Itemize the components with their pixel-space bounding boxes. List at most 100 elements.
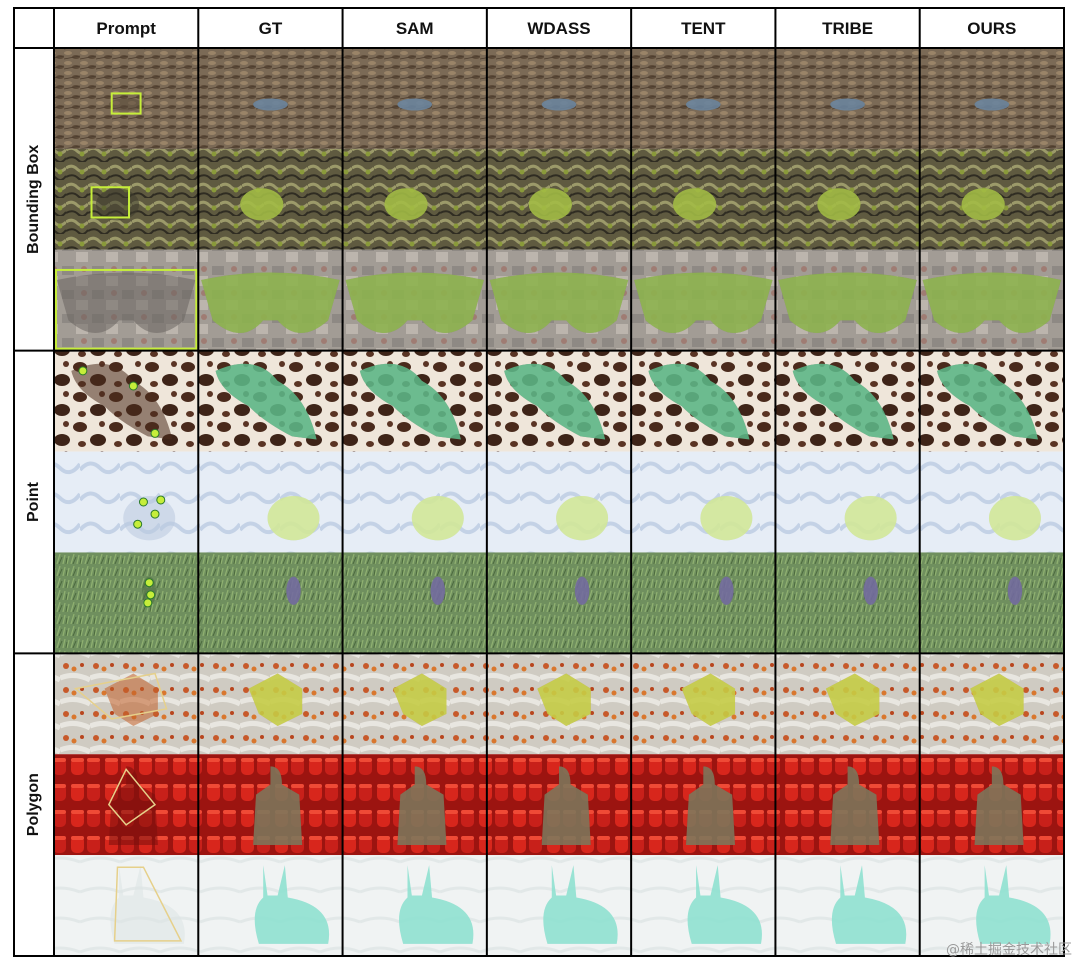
bounding-box-prompt — [90, 186, 131, 219]
cell-seal-pup-on-snow-gt — [198, 451, 343, 553]
scene-image — [198, 48, 343, 149]
cell-mossy-bark-ours — [919, 148, 1064, 250]
segmentation-mask — [937, 363, 1039, 440]
point-prompt — [144, 578, 154, 588]
scene-image — [342, 451, 487, 553]
segmentation-mask — [1007, 576, 1023, 605]
scene-image — [342, 552, 487, 654]
scene-image — [198, 552, 343, 654]
cell-red-theater-seats-tent — [631, 754, 776, 856]
point-prompt — [78, 366, 88, 376]
column-header-wdass: WDASS — [527, 19, 590, 38]
segmentation-mask — [685, 766, 736, 846]
cell-seagrass-field-ours — [919, 552, 1064, 654]
segmentation-mask — [685, 98, 721, 111]
cell-moth-on-stone-gt — [198, 249, 343, 351]
segmentation-mask — [922, 272, 1062, 334]
scene-image — [486, 552, 632, 654]
segmentation-mask — [648, 363, 750, 440]
scene-image — [775, 552, 920, 654]
cell-spider-on-flower-wdass — [486, 653, 632, 755]
segmentation-mask — [384, 188, 428, 221]
segmentation-mask — [830, 98, 865, 111]
cell-mossy-bark-tent — [631, 148, 776, 250]
point-prompt — [138, 497, 148, 507]
segmentation-mask — [825, 673, 880, 726]
cell-spider-on-flower-sam — [342, 653, 487, 755]
point-prompt — [128, 381, 138, 391]
cell-dry-leaf-litter-tent — [631, 48, 776, 149]
cell-spider-on-flower-gt — [198, 653, 343, 755]
scene-image — [919, 552, 1064, 654]
cell-seagrass-field-prompt — [54, 552, 199, 654]
prompt-overlay — [110, 92, 142, 115]
segmentation-mask — [974, 98, 1010, 111]
cell-white-hare-wdass — [486, 855, 632, 956]
cell-seal-pup-on-snow-sam — [342, 451, 487, 553]
column-header-ours: OURS — [967, 19, 1016, 38]
cell-mossy-bark-wdass — [486, 148, 632, 250]
cell-dry-leaf-litter-prompt — [54, 48, 199, 149]
scene-image — [486, 451, 632, 553]
segmentation-mask — [254, 865, 330, 944]
cell-mossy-bark-sam — [342, 148, 487, 250]
cell-red-theater-seats-prompt — [54, 754, 199, 856]
column-header-tent: TENT — [681, 19, 726, 38]
prompt-overlay — [133, 495, 166, 529]
subject — [108, 98, 144, 111]
segmentation-mask — [504, 363, 606, 440]
scene-image — [486, 48, 632, 149]
scene-image — [631, 451, 776, 553]
scene-image — [342, 48, 487, 149]
cell-white-hare-tent — [631, 855, 776, 956]
scene-image — [54, 552, 199, 654]
segmentation-mask — [700, 495, 753, 541]
cell-white-hare-ours — [919, 855, 1064, 956]
column-header-gt: GT — [259, 19, 283, 38]
segmentation-mask — [345, 272, 484, 334]
subject — [95, 188, 140, 221]
scene-image — [198, 451, 343, 553]
cell-moth-on-stone-wdass — [486, 249, 632, 351]
cell-white-hare-prompt — [54, 855, 199, 956]
cell-moth-on-stone-tribe — [775, 249, 920, 351]
cell-seagrass-field-gt — [198, 552, 343, 654]
scene-image — [54, 451, 199, 553]
scene-image — [54, 48, 199, 149]
cell-spider-on-flower-tribe — [775, 653, 920, 755]
segmentation-mask — [970, 673, 1024, 726]
segmentation-mask — [556, 495, 609, 541]
segmentation-mask — [778, 272, 917, 334]
segmentation-mask — [830, 766, 880, 846]
segmentation-mask — [528, 188, 572, 221]
cell-red-theater-seats-wdass — [486, 754, 632, 856]
scene-image — [631, 48, 776, 149]
table-frame — [13, 7, 1065, 957]
cell-mossy-bark-gt — [198, 148, 343, 250]
segmentation-mask — [634, 272, 773, 334]
cell-moth-on-stone-sam — [342, 249, 487, 351]
segmentation-mask — [988, 495, 1041, 541]
cell-cowhide-pattern-ours — [919, 350, 1064, 452]
cell-seagrass-field-tent — [631, 552, 776, 654]
segmentation-mask — [430, 576, 446, 605]
segmentation-mask — [399, 865, 474, 944]
cell-dry-leaf-litter-wdass — [486, 48, 632, 149]
bounding-box-prompt — [110, 92, 142, 115]
segmentation-mask — [397, 766, 447, 846]
prompt-overlay — [73, 672, 168, 720]
cell-mossy-bark-prompt — [54, 148, 199, 250]
cell-dry-leaf-litter-ours — [919, 48, 1064, 149]
cell-seal-pup-on-snow-tent — [631, 451, 776, 553]
cell-dry-leaf-litter-sam — [342, 48, 487, 149]
column-header-tribe: TRIBE — [822, 19, 873, 38]
segmentation-mask — [537, 673, 591, 726]
cell-red-theater-seats-tribe — [775, 754, 920, 856]
cell-red-theater-seats-ours — [919, 754, 1064, 856]
cell-cowhide-pattern-prompt — [54, 350, 199, 452]
cell-cowhide-pattern-tent — [631, 350, 776, 452]
cell-red-theater-seats-sam — [342, 754, 487, 856]
prompt-overlay — [113, 866, 183, 942]
prompt-overlay — [55, 268, 198, 350]
cell-white-hare-gt — [198, 855, 343, 956]
